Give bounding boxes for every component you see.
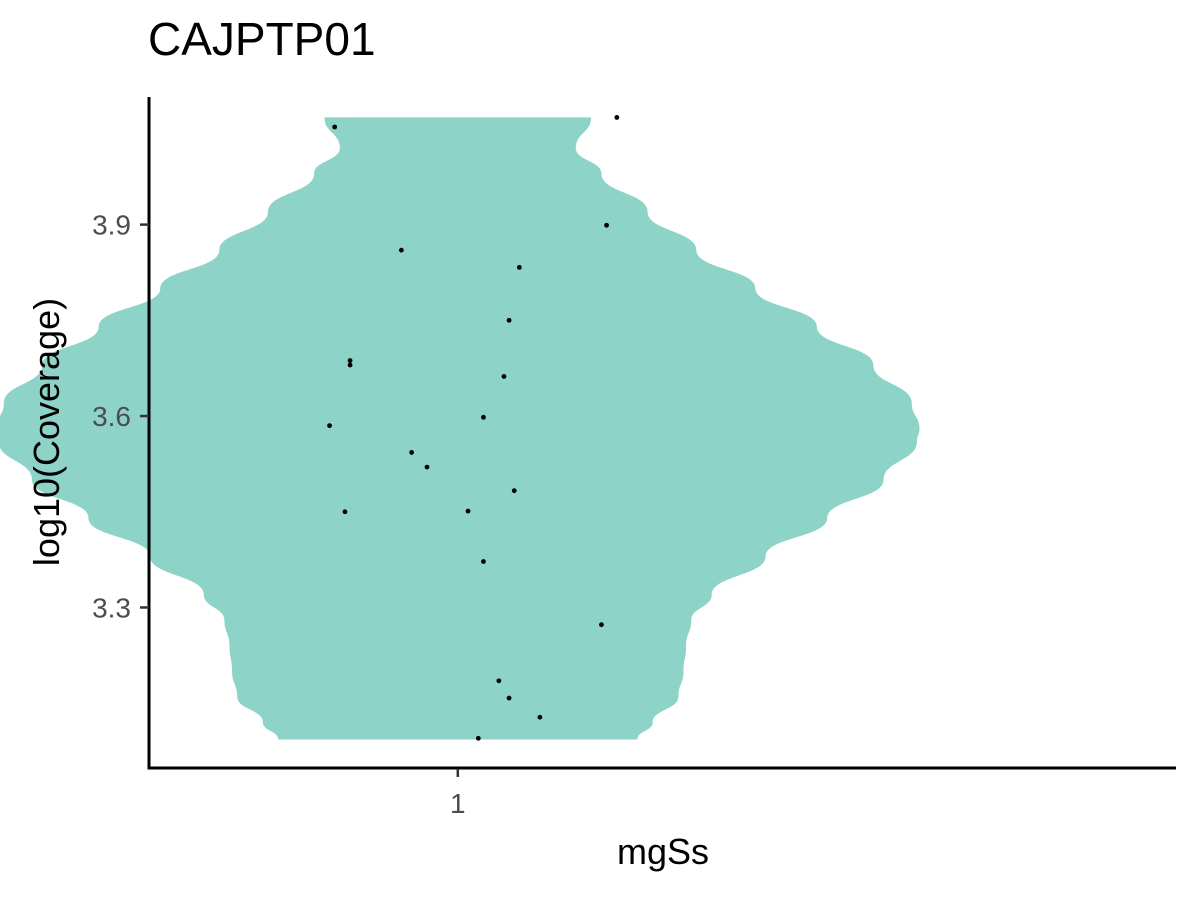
- data-point: [481, 414, 486, 420]
- data-point: [537, 714, 543, 720]
- data-point: [496, 678, 502, 684]
- data-point: [342, 509, 348, 515]
- data-point: [327, 423, 332, 429]
- data-point: [599, 622, 604, 628]
- data-point: [604, 222, 609, 228]
- x-tick-label: 1: [450, 788, 466, 819]
- data-point: [409, 450, 415, 455]
- data-point: [501, 374, 507, 379]
- y-tick-label: 3.3: [92, 592, 131, 623]
- data-point: [475, 735, 481, 741]
- data-point: [332, 124, 338, 130]
- y-tick-label: 3.6: [92, 401, 131, 432]
- data-point: [347, 358, 353, 363]
- data-point: [506, 695, 512, 701]
- data-point: [511, 488, 517, 494]
- chart-title: CAJPTP01: [148, 13, 376, 65]
- violin-body: [0, 117, 920, 740]
- x-axis-label: mgSs: [616, 831, 710, 872]
- data-point: [614, 115, 620, 120]
- data-point: [506, 317, 512, 323]
- data-point: [516, 264, 522, 270]
- data-point: [347, 362, 353, 368]
- y-axis-label: log10(Coverage): [26, 297, 67, 567]
- data-point: [481, 559, 486, 564]
- data-point: [424, 464, 430, 470]
- y-tick-label: 3.9: [92, 210, 131, 241]
- data-point: [398, 247, 404, 253]
- data-point: [465, 508, 471, 514]
